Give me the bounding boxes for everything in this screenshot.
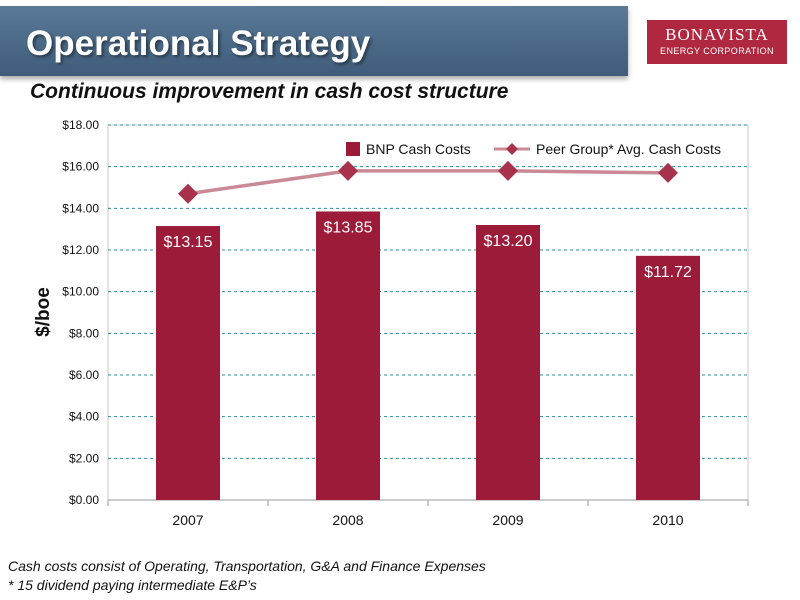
bar-data-label: $11.72 xyxy=(644,264,692,281)
y-tick-label: $6.00 xyxy=(69,368,99,382)
y-tick-label: $2.00 xyxy=(69,451,99,465)
legend-swatch-bnp xyxy=(346,142,360,156)
y-tick-label: $18.00 xyxy=(62,118,99,132)
peer-group-marker xyxy=(498,160,518,181)
page-title: Operational Strategy xyxy=(26,24,371,63)
legend-label-bnp: BNP Cash Costs xyxy=(366,141,471,157)
legend-label-peer: Peer Group* Avg. Cash Costs xyxy=(536,141,721,157)
y-tick-label: $0.00 xyxy=(69,493,99,507)
x-tick-label: 2009 xyxy=(492,512,523,528)
footnote-peer-group: * 15 dividend paying intermediate E&P’s xyxy=(8,577,257,593)
x-tick-label: 2007 xyxy=(172,512,203,528)
bar-bnp-cash-cost xyxy=(476,225,540,500)
legend-swatch-peer-marker xyxy=(506,143,518,155)
peer-group-marker xyxy=(658,162,678,183)
peer-group-marker xyxy=(178,183,198,204)
logo-tagline: ENERGY CORPORATION xyxy=(660,46,774,56)
logo-wordmark: BONAVISTA xyxy=(665,25,769,44)
y-tick-label: $16.00 xyxy=(62,160,99,174)
x-tick-label: 2008 xyxy=(332,512,363,528)
x-tick-label: 2010 xyxy=(652,512,683,528)
company-logo: BONAVISTA ENERGY CORPORATION xyxy=(647,20,787,64)
y-tick-label: $4.00 xyxy=(69,410,99,424)
y-tick-label: $14.00 xyxy=(62,201,99,215)
bar-bnp-cash-cost xyxy=(636,255,700,500)
y-tick-label: $12.00 xyxy=(62,243,99,257)
bar-data-label: $13.15 xyxy=(164,234,213,251)
title-banner: Operational Strategy xyxy=(0,6,628,76)
y-tick-label: $10.00 xyxy=(62,285,99,299)
bar-bnp-cash-cost xyxy=(156,226,220,500)
peer-group-marker xyxy=(338,160,358,181)
page-subtitle: Continuous improvement in cash cost stru… xyxy=(30,80,509,103)
y-tick-label: $8.00 xyxy=(69,326,99,340)
bar-data-label: $13.20 xyxy=(484,233,533,250)
bar-data-label: $13.85 xyxy=(324,219,373,236)
footnote-cash-costs: Cash costs consist of Operating, Transpo… xyxy=(8,558,486,574)
peer-group-line xyxy=(187,169,669,196)
bar-bnp-cash-cost xyxy=(316,211,380,501)
